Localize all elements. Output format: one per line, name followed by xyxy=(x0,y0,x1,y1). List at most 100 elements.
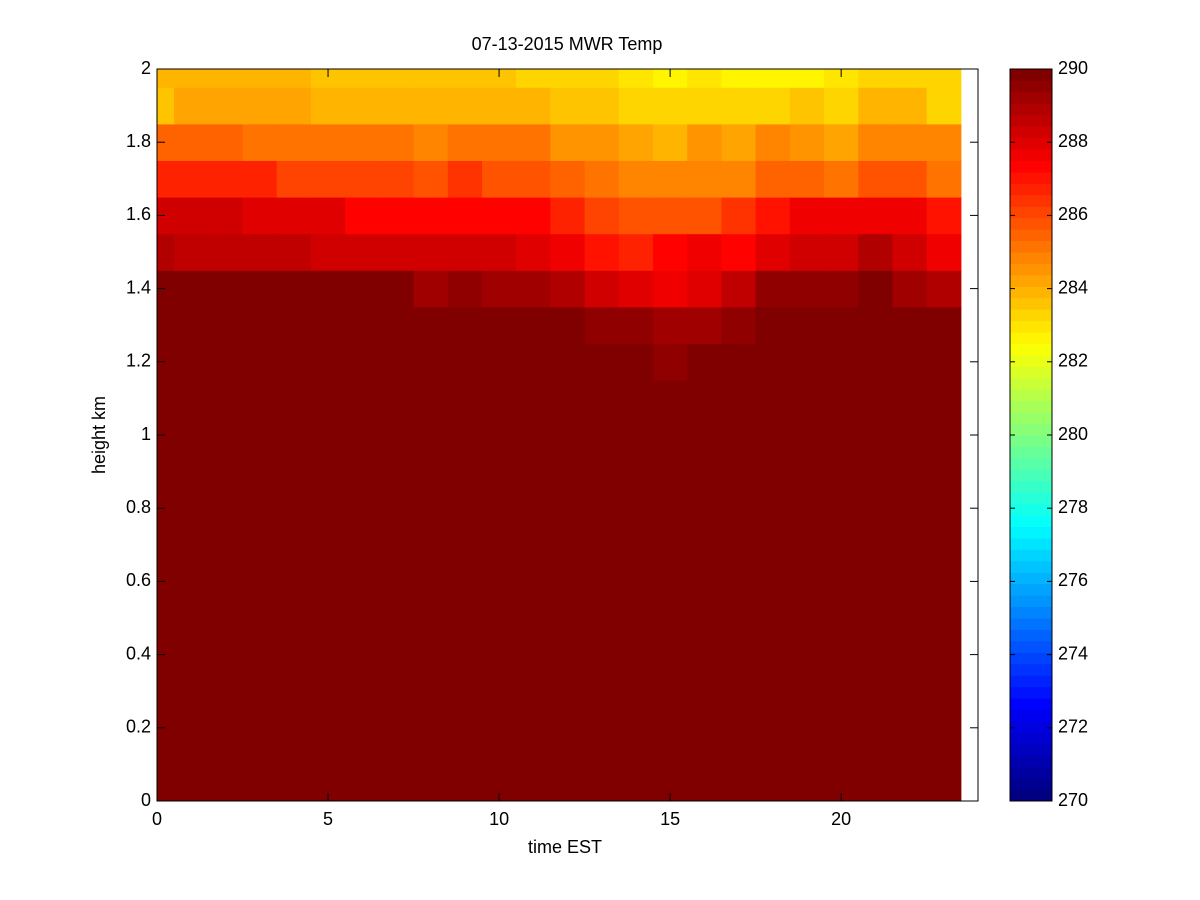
heatmap-cell xyxy=(157,343,175,381)
colorbar-step xyxy=(1010,549,1052,562)
heatmap-cell xyxy=(481,123,517,161)
heatmap-cell xyxy=(208,87,244,125)
heatmap-cell xyxy=(345,69,380,88)
heatmap-cell xyxy=(447,233,483,271)
heatmap-cell xyxy=(926,563,962,601)
heatmap-cell xyxy=(755,233,791,271)
heatmap-cell xyxy=(584,453,620,491)
heatmap-cell xyxy=(789,160,825,198)
heatmap-cell xyxy=(618,526,654,564)
heatmap-cell xyxy=(379,746,415,784)
heatmap-cell xyxy=(789,87,825,125)
heatmap-cell xyxy=(447,69,483,88)
colorbar-step xyxy=(1010,171,1052,184)
colorbar-tick-label: 280 xyxy=(1058,424,1088,444)
heatmap-cell xyxy=(157,599,175,637)
heatmap-cell xyxy=(789,343,825,381)
heatmap-cell xyxy=(550,746,586,784)
colorbar-step xyxy=(1010,515,1052,527)
heatmap-cell xyxy=(789,636,825,674)
heatmap-cell xyxy=(584,160,620,198)
heatmap-cell xyxy=(584,672,620,710)
heatmap-cell xyxy=(447,526,483,564)
heatmap-cell xyxy=(789,453,825,491)
colorbar-step xyxy=(1010,103,1052,116)
heatmap-cell xyxy=(516,563,551,601)
heatmap-cell xyxy=(789,197,825,235)
heatmap-cell xyxy=(858,343,893,381)
heatmap-cell xyxy=(789,599,825,637)
heatmap-cell xyxy=(447,197,483,235)
heatmap-cell xyxy=(584,416,620,454)
heatmap-cell xyxy=(755,453,791,491)
heatmap-cell xyxy=(858,306,893,344)
heatmap-cell xyxy=(345,563,380,601)
heatmap-cell xyxy=(413,343,449,381)
heatmap-cell xyxy=(413,526,449,564)
heatmap-cell xyxy=(584,343,620,381)
heatmap-cell xyxy=(687,526,722,564)
heatmap-cell xyxy=(584,270,620,308)
heatmap-cell xyxy=(618,123,654,161)
heatmap-cell xyxy=(276,233,312,271)
heatmap-cell xyxy=(174,453,209,491)
heatmap-cell xyxy=(584,69,620,88)
heatmap-cell xyxy=(345,526,380,564)
colorbar-step xyxy=(1010,457,1052,470)
colorbar-step xyxy=(1010,412,1052,425)
heatmap-cell xyxy=(481,672,517,710)
heatmap-cell xyxy=(892,709,928,747)
heatmap-cell xyxy=(789,306,825,344)
heatmap-cell xyxy=(174,380,209,418)
heatmap-cell xyxy=(481,563,517,601)
heatmap-cell xyxy=(789,270,825,308)
colorbar-step xyxy=(1010,423,1052,436)
heatmap-cell xyxy=(858,709,893,747)
heatmap-cell xyxy=(345,160,380,198)
heatmap-cell xyxy=(242,380,278,418)
heatmap-cell xyxy=(618,160,654,198)
heatmap-cell xyxy=(755,160,791,198)
heatmap-cell xyxy=(208,672,244,710)
heatmap-cell xyxy=(653,782,688,801)
heatmap-cell xyxy=(516,782,551,801)
heatmap-cell xyxy=(242,636,278,674)
heatmap-cell xyxy=(584,636,620,674)
colorbar-step xyxy=(1010,400,1052,413)
heatmap-cell xyxy=(242,160,278,198)
heatmap-cell xyxy=(447,270,483,308)
heatmap-cell xyxy=(447,343,483,381)
colorbar-step xyxy=(1010,595,1052,608)
heatmap-cell xyxy=(721,69,757,88)
heatmap-cell xyxy=(345,380,380,418)
heatmap-cell xyxy=(310,526,346,564)
heatmap-cell xyxy=(824,197,859,235)
colorbar-step xyxy=(1010,343,1052,356)
heatmap-cell xyxy=(310,782,346,801)
heatmap-cell xyxy=(755,636,791,674)
heatmap-cell xyxy=(276,599,312,637)
heatmap-cell xyxy=(687,69,722,88)
heatmap-cell xyxy=(413,380,449,418)
heatmap-cell xyxy=(721,636,757,674)
heatmap-cell xyxy=(618,489,654,527)
heatmap-cell xyxy=(858,416,893,454)
heatmap-cell xyxy=(447,489,483,527)
heatmap-cell xyxy=(481,380,517,418)
heatmap-cell xyxy=(481,453,517,491)
heatmap-cell xyxy=(481,69,517,88)
heatmap-cell xyxy=(789,416,825,454)
heatmap-cell xyxy=(858,599,893,637)
colorbar-step xyxy=(1010,675,1052,688)
heatmap-cell xyxy=(858,526,893,564)
heatmap-cell xyxy=(157,87,175,125)
heatmap-cell xyxy=(824,306,859,344)
colorbar-step xyxy=(1010,389,1052,402)
heatmap-cell xyxy=(687,636,722,674)
heatmap-cell xyxy=(687,746,722,784)
heatmap-cell xyxy=(276,306,312,344)
heatmap-cell xyxy=(157,782,175,801)
heatmap-cell xyxy=(379,160,415,198)
heatmap-cell xyxy=(345,233,380,271)
heatmap-cell xyxy=(345,489,380,527)
